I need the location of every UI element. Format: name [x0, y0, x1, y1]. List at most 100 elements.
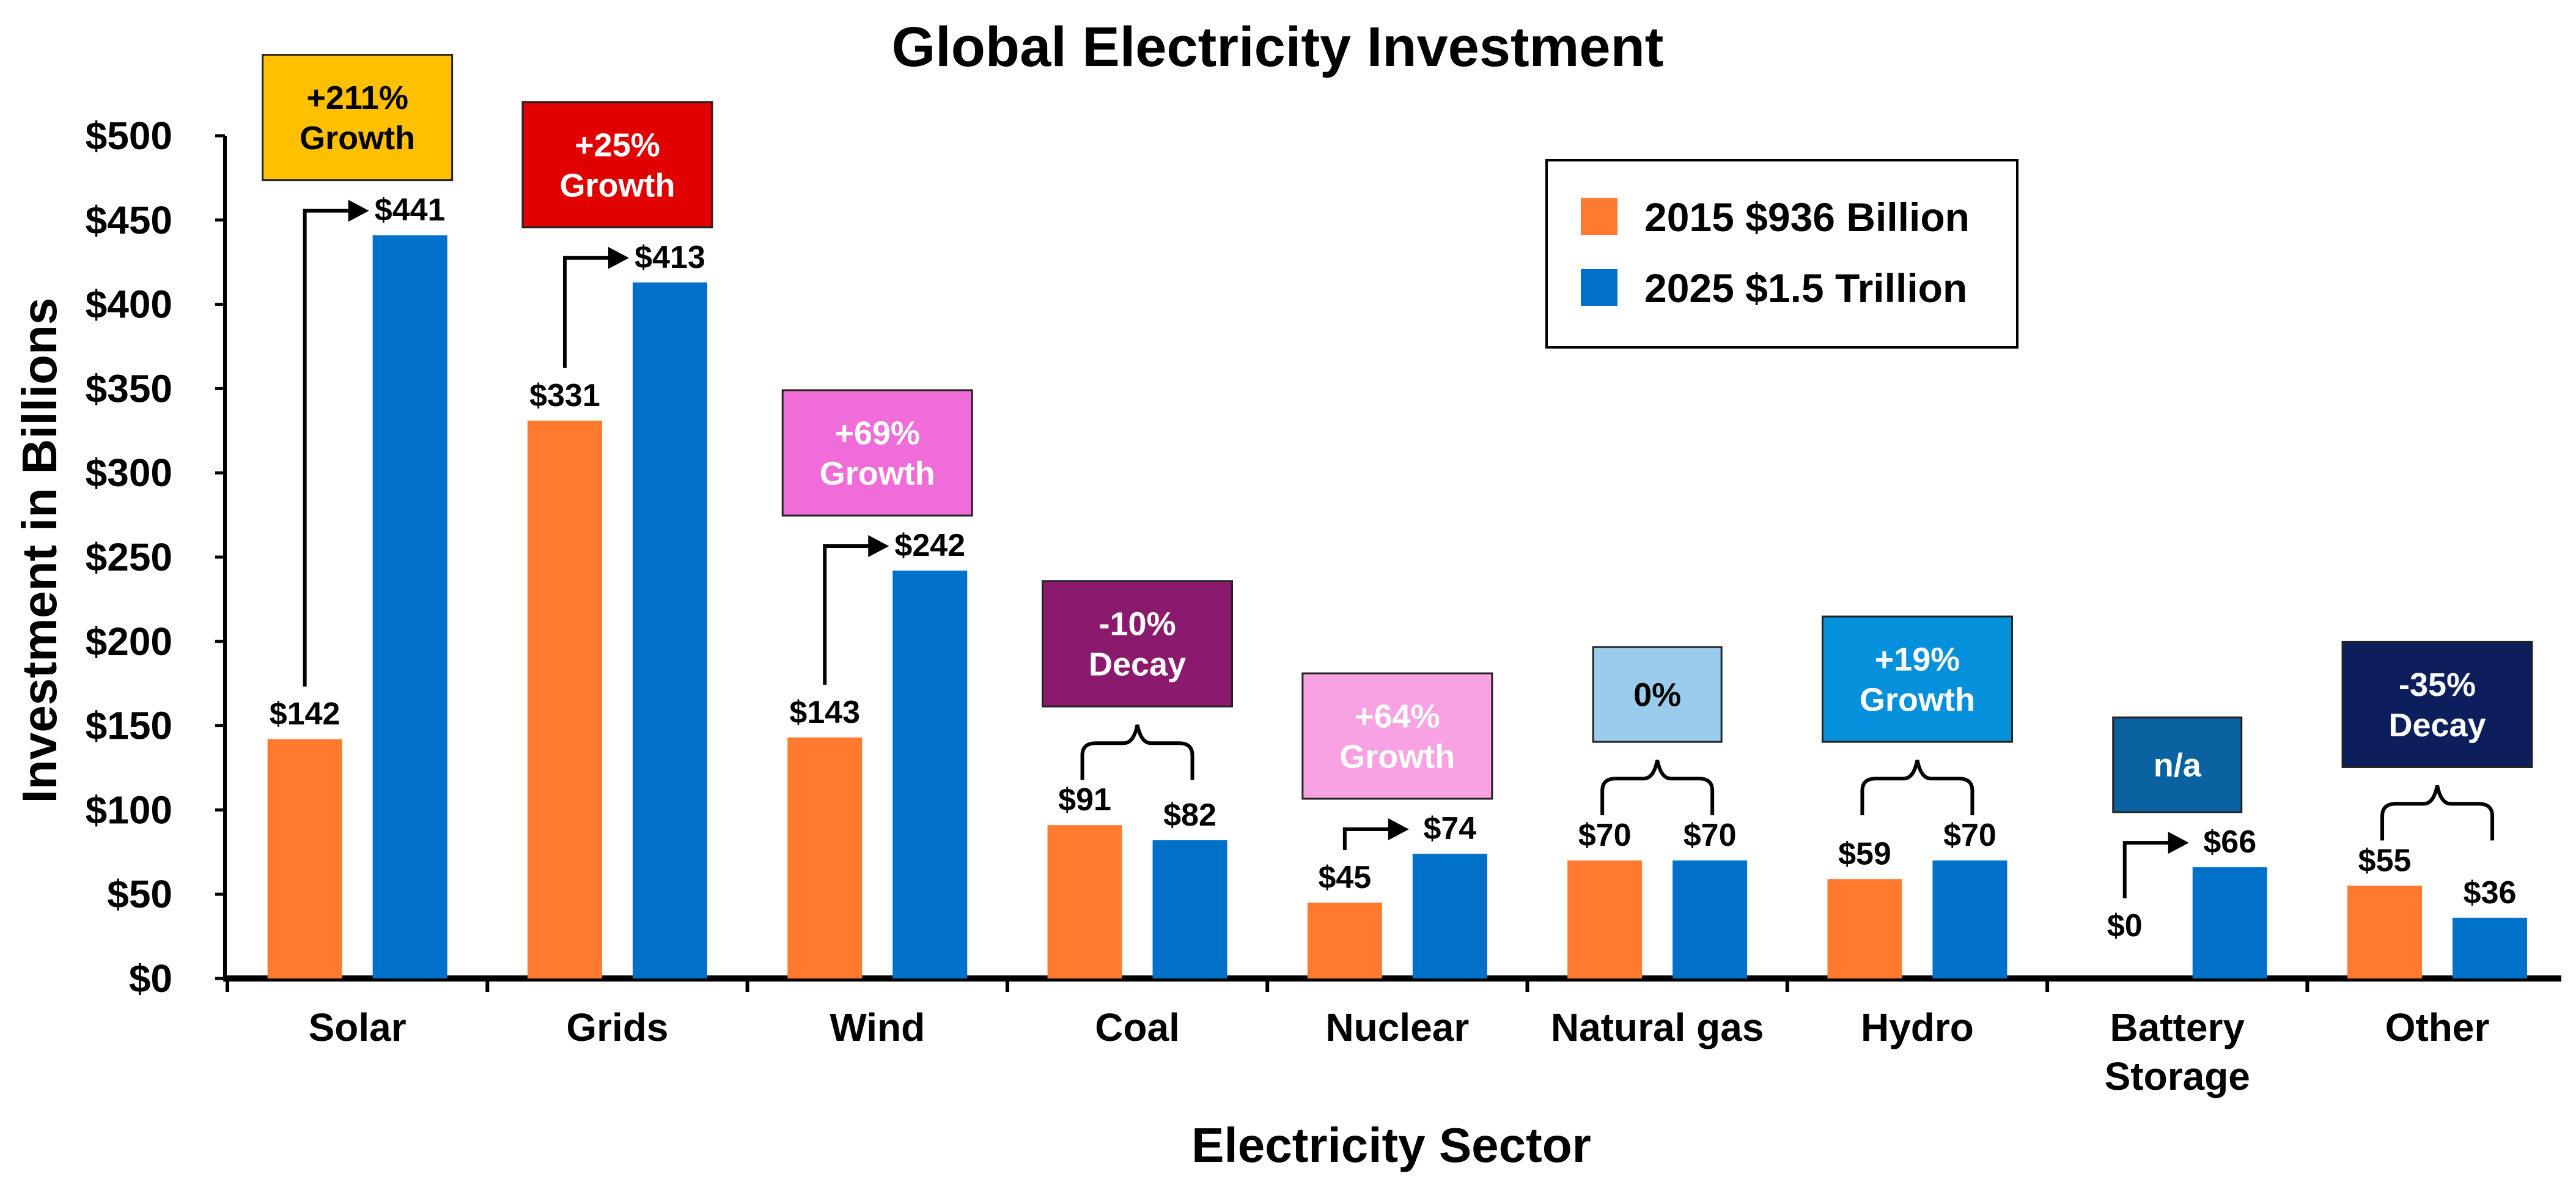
- bar-2015: [1567, 860, 1643, 978]
- legend-label: 2015 $936 Billion: [1644, 194, 1970, 240]
- y-tick-label: $200: [86, 619, 172, 664]
- y-tick-label: $250: [86, 535, 172, 579]
- growth-arrow: [562, 256, 613, 368]
- bar-2015: [527, 420, 602, 978]
- change-badge: [1821, 615, 2013, 743]
- comparison-brace: [1080, 724, 1194, 780]
- data-label-2025: $74: [1423, 811, 1476, 846]
- x-tick-label: Nuclear: [1325, 1005, 1469, 1049]
- change-badge-text: Decay: [2388, 707, 2486, 744]
- bar-2025: [2192, 867, 2267, 978]
- y-tick-label: $450: [86, 198, 172, 242]
- data-label-2025: $242: [894, 528, 965, 563]
- growth-arrow: [823, 544, 874, 685]
- change-badge-text: +19%: [1875, 642, 1960, 678]
- chart-title: Global Electricity Investment: [892, 16, 1664, 78]
- change-badge-text: -35%: [2399, 667, 2476, 703]
- bar-2015: [267, 739, 342, 978]
- comparison-brace: [1600, 760, 1715, 816]
- y-tick-label: $500: [86, 114, 172, 158]
- bar-2025: [1412, 854, 1487, 978]
- y-tick-label: $150: [86, 704, 172, 748]
- x-tick-label: Battery: [2110, 1005, 2245, 1049]
- data-label-2025: $413: [635, 240, 705, 275]
- change-badge: [521, 101, 713, 229]
- change-badge-text: Growth: [820, 456, 935, 492]
- change-badge: [2112, 716, 2243, 813]
- comparison-brace: [2380, 785, 2495, 841]
- change-badge-text: -10%: [1099, 606, 1176, 643]
- data-label-2025: $441: [375, 193, 446, 228]
- y-tick-label: $100: [86, 788, 172, 832]
- data-label-2025: $70: [1943, 818, 1996, 853]
- data-label-2015: $59: [1838, 836, 1891, 871]
- data-label-2015: $55: [2358, 843, 2412, 878]
- data-label-2015: $331: [529, 378, 600, 413]
- growth-arrow-head: [608, 246, 629, 269]
- y-axis-title: Investment in Billions: [12, 298, 67, 804]
- bar-2025: [1932, 860, 2007, 978]
- bar-2015: [1047, 825, 1122, 978]
- change-badge: [2341, 640, 2533, 768]
- growth-arrow-head: [2168, 832, 2189, 854]
- data-label-2025: $66: [2203, 824, 2256, 860]
- change-badge: [1301, 672, 1493, 800]
- bar-2025: [892, 571, 968, 978]
- x-tick-label: Natural gas: [1551, 1005, 1764, 1049]
- y-tick-label: $50: [107, 872, 172, 916]
- change-badge: [262, 54, 454, 182]
- y-tick-label: $400: [86, 283, 172, 327]
- change-badge-text: Growth: [559, 167, 675, 204]
- bar-2015: [2347, 886, 2423, 978]
- change-badge-text: Growth: [300, 120, 415, 157]
- change-badge: [1042, 580, 1234, 708]
- change-badge-text: Growth: [1860, 682, 1975, 719]
- legend: 2015 $936 Billion 2025 $1.5 Trillion: [1545, 159, 2018, 349]
- legend-box: [1545, 159, 2018, 349]
- change-badge-text: +64%: [1355, 698, 1440, 735]
- bar-2015: [787, 737, 863, 978]
- data-label-2025: $70: [1684, 818, 1737, 853]
- change-badge-text: +69%: [834, 415, 920, 452]
- growth-arrow: [2122, 841, 2173, 898]
- growth-arrow-head: [1388, 818, 1409, 841]
- growth-arrow: [1342, 827, 1393, 850]
- y-tick-label: $300: [86, 451, 172, 495]
- x-tick-label: Solar: [309, 1005, 407, 1049]
- data-label-2015: $0: [2107, 908, 2143, 944]
- x-tick-label: Coal: [1095, 1005, 1180, 1049]
- x-tick-label: Grids: [566, 1005, 668, 1049]
- x-tick-label: Wind: [830, 1005, 925, 1049]
- data-label-2015: $91: [1058, 782, 1111, 818]
- x-tick-label: Storage: [2105, 1054, 2250, 1098]
- data-label-2015: $70: [1578, 818, 1632, 853]
- bar-2025: [632, 282, 707, 979]
- change-badge-text: Decay: [1089, 646, 1186, 683]
- growth-arrow-head: [348, 199, 369, 222]
- x-tick-label: Other: [2385, 1005, 2490, 1049]
- x-tick-label: Hydro: [1861, 1005, 1974, 1049]
- change-badge-text: +211%: [306, 80, 408, 116]
- data-label-2015: $143: [789, 695, 860, 730]
- bar-2015: [1307, 902, 1382, 978]
- x-axis-title: Electricity Sector: [1191, 1118, 1591, 1172]
- data-label-2015: $45: [1318, 860, 1371, 895]
- change-badge-text: Growth: [1339, 739, 1455, 775]
- legend-label: 2025 $1.5 Trillion: [1644, 265, 1967, 311]
- y-tick-label: $350: [86, 366, 172, 410]
- change-badge-text: n/a: [2154, 747, 2202, 784]
- axes: $0 $50 $100 $150 $200 $250 $300 $350 $400 $450 $50…: [86, 114, 2561, 1098]
- legend-swatch: [1581, 198, 1617, 235]
- comparison-brace: [1860, 760, 1974, 816]
- data-label-2025: $82: [1163, 797, 1216, 833]
- legend-swatch: [1581, 269, 1617, 306]
- bar-2025: [2453, 917, 2528, 978]
- bar-2025: [372, 235, 447, 978]
- annotations: +211%Growth +25%Growth+69%Growth-10%Decay…: [262, 54, 2533, 898]
- change-badge: [1592, 646, 1723, 743]
- change-badge: [781, 389, 973, 517]
- change-badge-text: +25%: [575, 127, 660, 163]
- change-badge-text: 0%: [1633, 677, 1681, 714]
- bar-2015: [1827, 879, 1902, 978]
